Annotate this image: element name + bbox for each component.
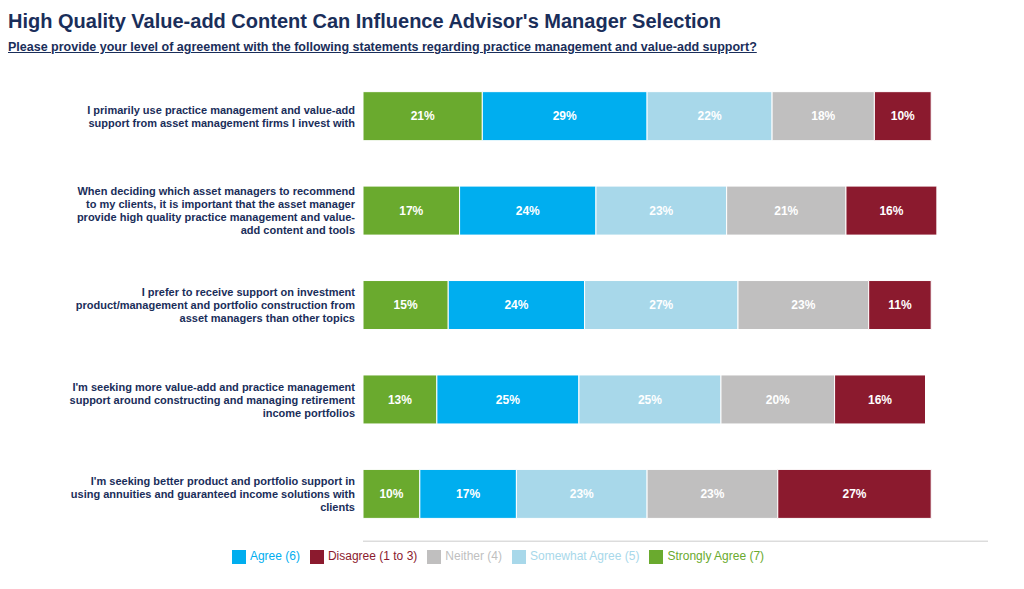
svg-text:I'm seeking better product and: I'm seeking better product and portfolio… — [71, 475, 355, 513]
html-text:Strongly Agree (7): Strongly Agree (7) — [667, 549, 765, 564]
svg-text:15%: 15% — [394, 298, 418, 312]
svg-text:20%: 20% — [766, 393, 790, 407]
svg-text:24%: 24% — [504, 298, 528, 312]
svg-text:23%: 23% — [700, 487, 724, 501]
svg-text:When deciding which asset mana: When deciding which asset managers to re… — [77, 185, 356, 236]
svg-text:23%: 23% — [570, 487, 594, 501]
svg-text:23%: 23% — [791, 298, 815, 312]
svg-text:18%: 18% — [811, 109, 835, 123]
svg-text:17%: 17% — [456, 487, 480, 501]
svg-text:23%: 23% — [649, 204, 673, 218]
svg-text:13%: 13% — [388, 393, 412, 407]
svg-text:11%: 11% — [888, 298, 912, 312]
svg-text:27%: 27% — [649, 298, 673, 312]
svg-text:24%: 24% — [516, 204, 540, 218]
svg-text:10%: 10% — [379, 487, 403, 501]
svg-text:I'm seeking more value-add and: I'm seeking more value-add and practice … — [70, 381, 356, 419]
svg-text:17%: 17% — [399, 204, 423, 218]
svg-text:27%: 27% — [842, 487, 866, 501]
html-text:High Quality Value-add Content: High Quality Value-add Content Can Influ… — [8, 10, 721, 32]
svg-text:16%: 16% — [868, 393, 892, 407]
html-text:Agree (6): Agree (6) — [249, 549, 300, 564]
svg-text:10%: 10% — [891, 109, 915, 123]
svg-text:29%: 29% — [553, 109, 577, 123]
svg-text:I prefer to receive support on: I prefer to receive support on investmen… — [76, 286, 356, 324]
svg-text:22%: 22% — [698, 109, 722, 123]
svg-text:21%: 21% — [774, 204, 798, 218]
html-text:Please provide your level of a: Please provide your level of agreement w… — [8, 40, 757, 54]
svg-text:25%: 25% — [638, 393, 662, 407]
html-text:Somewhat Agree (5): Somewhat Agree (5) — [530, 549, 640, 564]
html-text:Neither (4): Neither (4) — [445, 549, 502, 564]
svg-text:21%: 21% — [411, 109, 435, 123]
svg-text:16%: 16% — [879, 204, 903, 218]
html-text:Disagree (1 to 3): Disagree (1 to 3) — [327, 549, 418, 564]
svg-text:I primarily use practice manag: I primarily use practice management and … — [87, 104, 355, 129]
svg-text:25%: 25% — [496, 393, 520, 407]
